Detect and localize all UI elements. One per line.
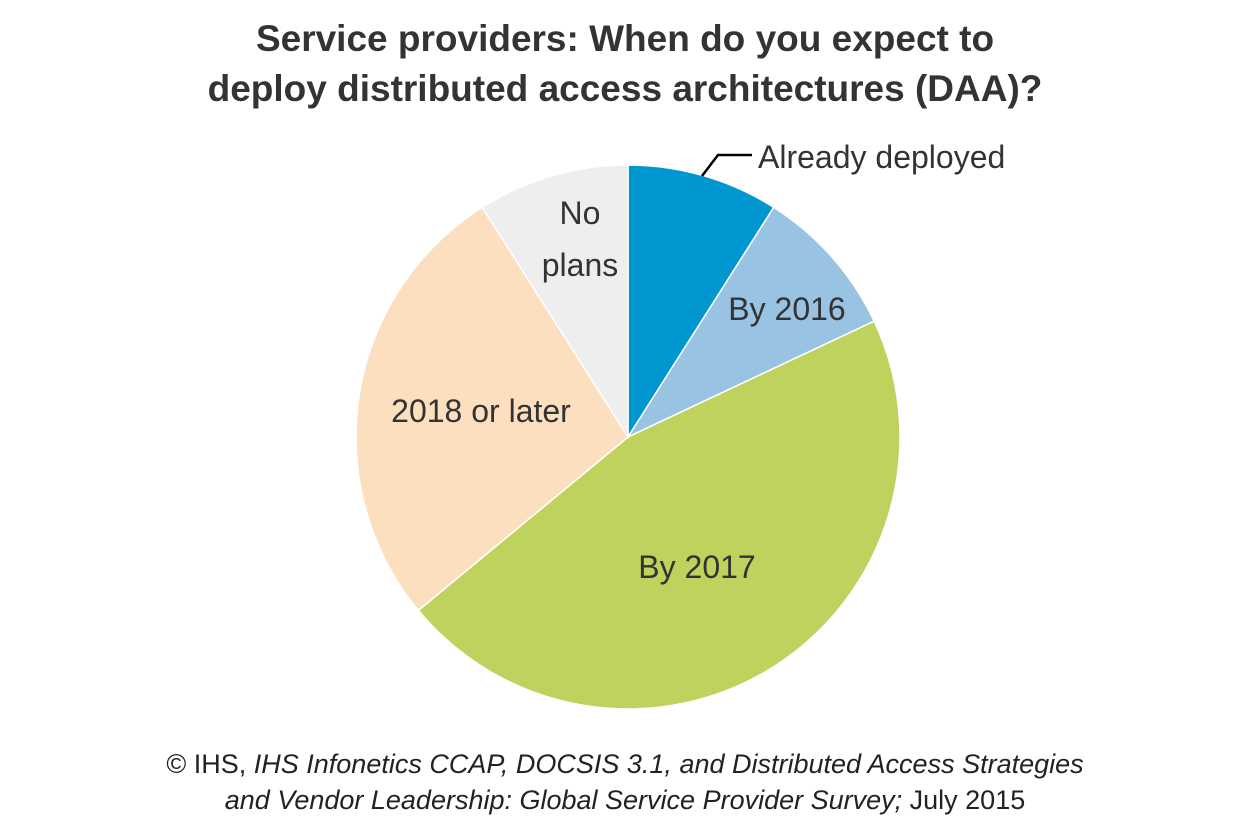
source-date: July 2015 xyxy=(902,785,1026,815)
slice-label-already-deployed: Already deployed xyxy=(758,139,1005,175)
pie-slice-by-2016 xyxy=(625,206,876,439)
pie-slice-2018-or-later xyxy=(355,206,629,612)
slice-label-no-plans: No plans xyxy=(542,195,619,283)
source-line-2: and Vendor Leadership: Global Service Pr… xyxy=(0,782,1250,818)
pie-slice-no-plans xyxy=(481,164,629,440)
slice-label-2018-or-later: 2018 or later xyxy=(391,393,571,429)
slice-label-by-2017: By 2017 xyxy=(638,549,755,585)
source-line-1: © IHS, IHS Infonetics CCAP, DOCSIS 3.1, … xyxy=(0,746,1250,782)
source-report-title-1: IHS Infonetics CCAP, DOCSIS 3.1, and Dis… xyxy=(253,749,1084,779)
slice-label-by-2016: By 2016 xyxy=(728,291,845,327)
source-copyright: © IHS, xyxy=(166,749,254,779)
chart-title-line-1: Service providers: When do you expect to xyxy=(255,18,995,59)
source-note: © IHS, IHS Infonetics CCAP, DOCSIS 3.1, … xyxy=(0,746,1250,818)
chart-title: Service providers: When do you expect to… xyxy=(0,14,1250,114)
source-report-title-2: and Vendor Leadership: Global Service Pr… xyxy=(224,785,903,815)
leader-line-already-deployed xyxy=(701,153,752,177)
pie-slice-by-2017 xyxy=(417,320,901,710)
chart-title-line-2: deploy distributed access architectures … xyxy=(207,68,1043,109)
pie-slice-already-deployed xyxy=(627,164,775,440)
